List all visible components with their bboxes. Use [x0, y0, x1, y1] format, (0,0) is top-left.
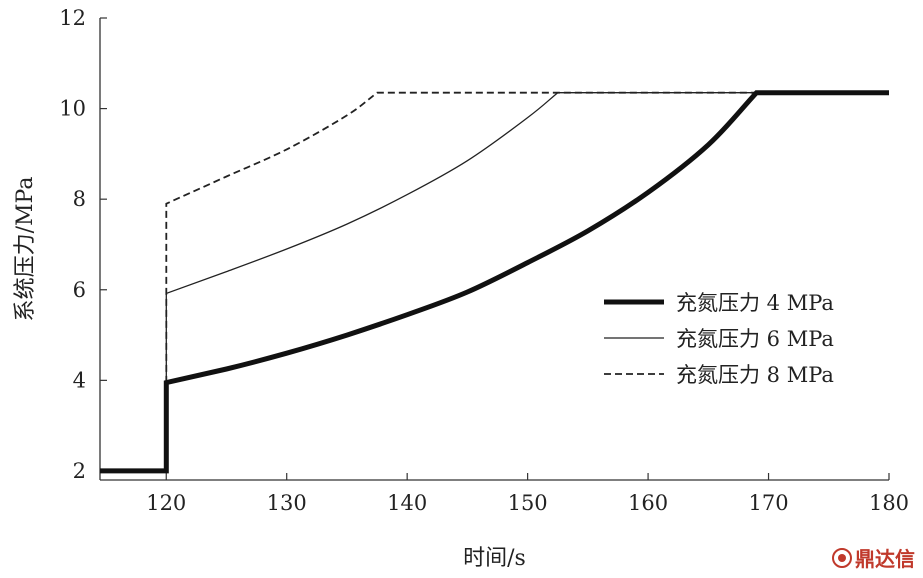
- y-tick-label: 8: [73, 187, 86, 211]
- series-line-3: [165, 91, 889, 471]
- x-tick-label: 160: [628, 491, 668, 515]
- series-line-1: [100, 90, 889, 474]
- x-tick-label: 130: [267, 491, 307, 515]
- legend-label-3: 充氮压力 8 MPa: [676, 363, 834, 387]
- logo-circle-icon: [832, 547, 852, 568]
- series-line-2: [165, 92, 889, 471]
- x-tick-label: 180: [869, 491, 909, 515]
- y-tick-label: 12: [59, 6, 86, 30]
- x-tick-label: 140: [387, 491, 427, 515]
- y-axis-title: 系统压力/MPa: [13, 177, 38, 322]
- x-axis-title: 时间/s: [463, 546, 526, 571]
- legend-label-2: 充氮压力 6 MPa: [676, 327, 834, 351]
- series-layer: [100, 90, 889, 474]
- watermark: 鼎达信: [832, 543, 915, 572]
- y-tick-label: 6: [73, 278, 86, 302]
- y-tick-label: 10: [59, 97, 86, 121]
- x-tick-label: 120: [146, 491, 186, 515]
- legend: 充氮压力 4 MPa 充氮压力 6 MPa 充氮压力 8 MPa: [604, 291, 834, 387]
- y-tick-label: 2: [73, 459, 86, 483]
- x-tick-label: 170: [748, 491, 788, 515]
- watermark-text: 鼎达信: [855, 547, 915, 571]
- y-tick-label: 4: [73, 368, 86, 392]
- axes: 120 130 140 150 160 170 180 2 4 6 8 10 12: [59, 6, 909, 515]
- legend-label-1: 充氮压力 4 MPa: [676, 291, 834, 315]
- x-tick-label: 150: [508, 491, 548, 515]
